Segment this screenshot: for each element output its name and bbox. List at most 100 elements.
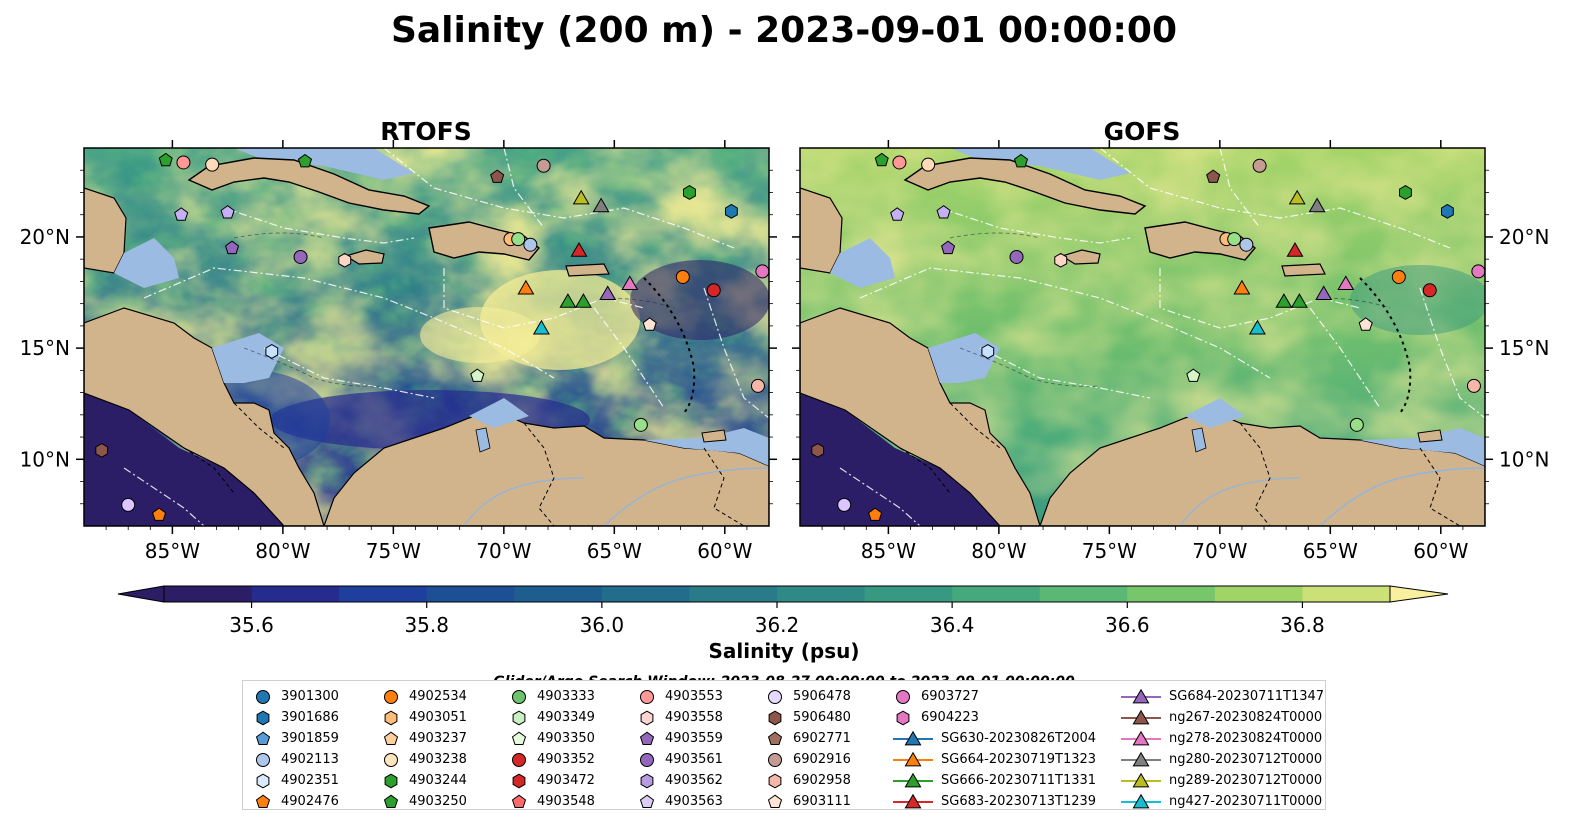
marker-6902771: [490, 169, 505, 183]
marker-5906480: [95, 443, 109, 458]
marker-undefined: [768, 710, 782, 725]
x-tick-label: 65°W: [1303, 539, 1358, 563]
map-panel-rtofs: [84, 75, 769, 526]
legend-swatch-pentagon-icon: [639, 731, 655, 745]
colorbar-bin: [251, 586, 340, 602]
marker-undefined: [256, 689, 270, 704]
y-tick-label: 10°N: [1499, 447, 1549, 471]
marker-undefined: [904, 793, 922, 808]
legend-item: 4903553: [637, 686, 723, 707]
marker-4903558: [1054, 252, 1068, 268]
marker-6902916: [1252, 158, 1267, 173]
legend-swatch-hexagon-icon: [640, 710, 654, 725]
colorbar-tick-label: 35.6: [229, 613, 274, 637]
legend-label: SG684-20230711T1347: [1169, 689, 1325, 704]
marker-4903561: [293, 249, 308, 264]
colorbar-bin: [864, 586, 953, 602]
marker-5906480: [811, 443, 825, 458]
legend-swatch-hexagon-icon: [512, 710, 526, 725]
legend-item: 6902916: [765, 749, 851, 770]
legend-label: 4903472: [537, 773, 595, 788]
colorbar-tick-label: 35.8: [404, 613, 449, 637]
marker-undefined: [383, 731, 399, 745]
marker-6902771: [1206, 169, 1221, 183]
marker-6902958: [1466, 378, 1481, 393]
marker-undefined: [639, 794, 655, 808]
marker-undefined: [1132, 772, 1150, 787]
marker-4902351: [981, 344, 995, 359]
y-tick-label: 20°N: [1499, 225, 1549, 249]
colorbar-tick-label: 36.2: [755, 613, 800, 637]
marker-3901300: [250, 75, 263, 88]
marker-undefined: [904, 772, 922, 787]
marker-undefined: [767, 794, 783, 808]
legend-item: 6904223: [893, 707, 1096, 728]
legend-label: 3901686: [281, 710, 339, 725]
legend-swatch-triangle-icon: [1121, 772, 1161, 787]
legend-label: SG664-20230719T1323: [941, 752, 1097, 767]
x-tick-label: 60°W: [1413, 539, 1468, 563]
y-tick-label: 15°N: [20, 336, 70, 360]
legend-label: ng267-20230824T0000: [1169, 710, 1323, 725]
legend-item: 4903349: [509, 707, 595, 728]
marker-SG630-20230826T2004: [559, 293, 577, 308]
marker-6903727: [755, 264, 769, 279]
marker-4902113: [523, 237, 538, 252]
legend-column: 4903333 4903349 4903350 4903352 4903472 49035…: [509, 686, 595, 812]
marker-undefined: [511, 731, 527, 745]
marker-undefined: [896, 710, 910, 725]
marker-undefined: [904, 751, 922, 766]
markers-gofs: [811, 152, 1485, 521]
figure-suptitle: Salinity (200 m) - 2023-09-01 00:00:00: [391, 10, 1177, 51]
legend-swatch-triangle-icon: [1121, 730, 1161, 745]
colorbar-bin: [777, 586, 866, 602]
colorbar-bin: [689, 586, 778, 602]
legend-column: 3901300 3901686 3901859 4902113 4902351 49024…: [253, 686, 339, 812]
legend-item: ng289-20230712T0000: [1121, 770, 1324, 791]
marker-4903250: [158, 152, 173, 167]
marker-4903333: [1349, 417, 1364, 432]
legend-label: 4902476: [281, 794, 339, 809]
marker-ng427-20230711T0000: [532, 319, 550, 335]
marker-SG683-20230713T1239: [1286, 241, 1304, 257]
legend-label: 4903559: [665, 731, 723, 746]
legend-item: ng267-20230824T0000: [1121, 707, 1324, 728]
marker-4903333: [511, 232, 526, 247]
legend-swatch-circle-icon: [512, 689, 526, 704]
legend-label: 6903727: [921, 689, 979, 704]
marker-ng427-20230711T0000: [1248, 319, 1266, 335]
legend-swatch-hexagon-icon: [512, 773, 526, 788]
legend-item: 4902476: [253, 791, 339, 812]
legend-label: 4903553: [665, 689, 723, 704]
marker-4902534: [1391, 269, 1406, 284]
legend-item: 4903558: [637, 707, 723, 728]
legend-swatch-triangle-icon: [1121, 709, 1161, 724]
marker-SG664-20230719T1323: [1233, 279, 1251, 295]
marker-4903248: [297, 153, 313, 168]
marker-6903111: [642, 317, 657, 331]
legend-label: 4903237: [409, 731, 467, 746]
marker-undefined: [1132, 751, 1150, 766]
legend-label: 4902351: [281, 773, 339, 788]
marker-6903727: [1471, 264, 1485, 279]
legend-item: 4903563: [637, 791, 723, 812]
marker-4903553: [892, 155, 907, 170]
legend-swatch-hexagon-icon: [768, 710, 782, 725]
legend-swatch-circle-icon: [640, 689, 654, 704]
legend-label: 4903558: [665, 710, 723, 725]
marker-undefined: [640, 710, 654, 725]
legend-swatch-circle-icon: [768, 689, 782, 704]
marker-4903333: [1227, 232, 1242, 247]
legend-label: 4903238: [409, 752, 467, 767]
legend-label: 4902534: [409, 689, 467, 704]
legend-item: 5906480: [765, 707, 851, 728]
legend-swatch-triangle-icon: [1121, 751, 1161, 766]
legend-label: 6904223: [921, 710, 979, 725]
marker-undefined: [384, 710, 398, 725]
markers-rtofs: [95, 75, 769, 521]
marker-4902534: [675, 269, 690, 284]
marker-4902113: [1239, 237, 1254, 252]
legend-swatch-circle-icon: [512, 752, 526, 767]
legend-item: SG684-20230711T1347: [1121, 686, 1324, 707]
x-tick-label: 75°W: [1082, 539, 1137, 563]
